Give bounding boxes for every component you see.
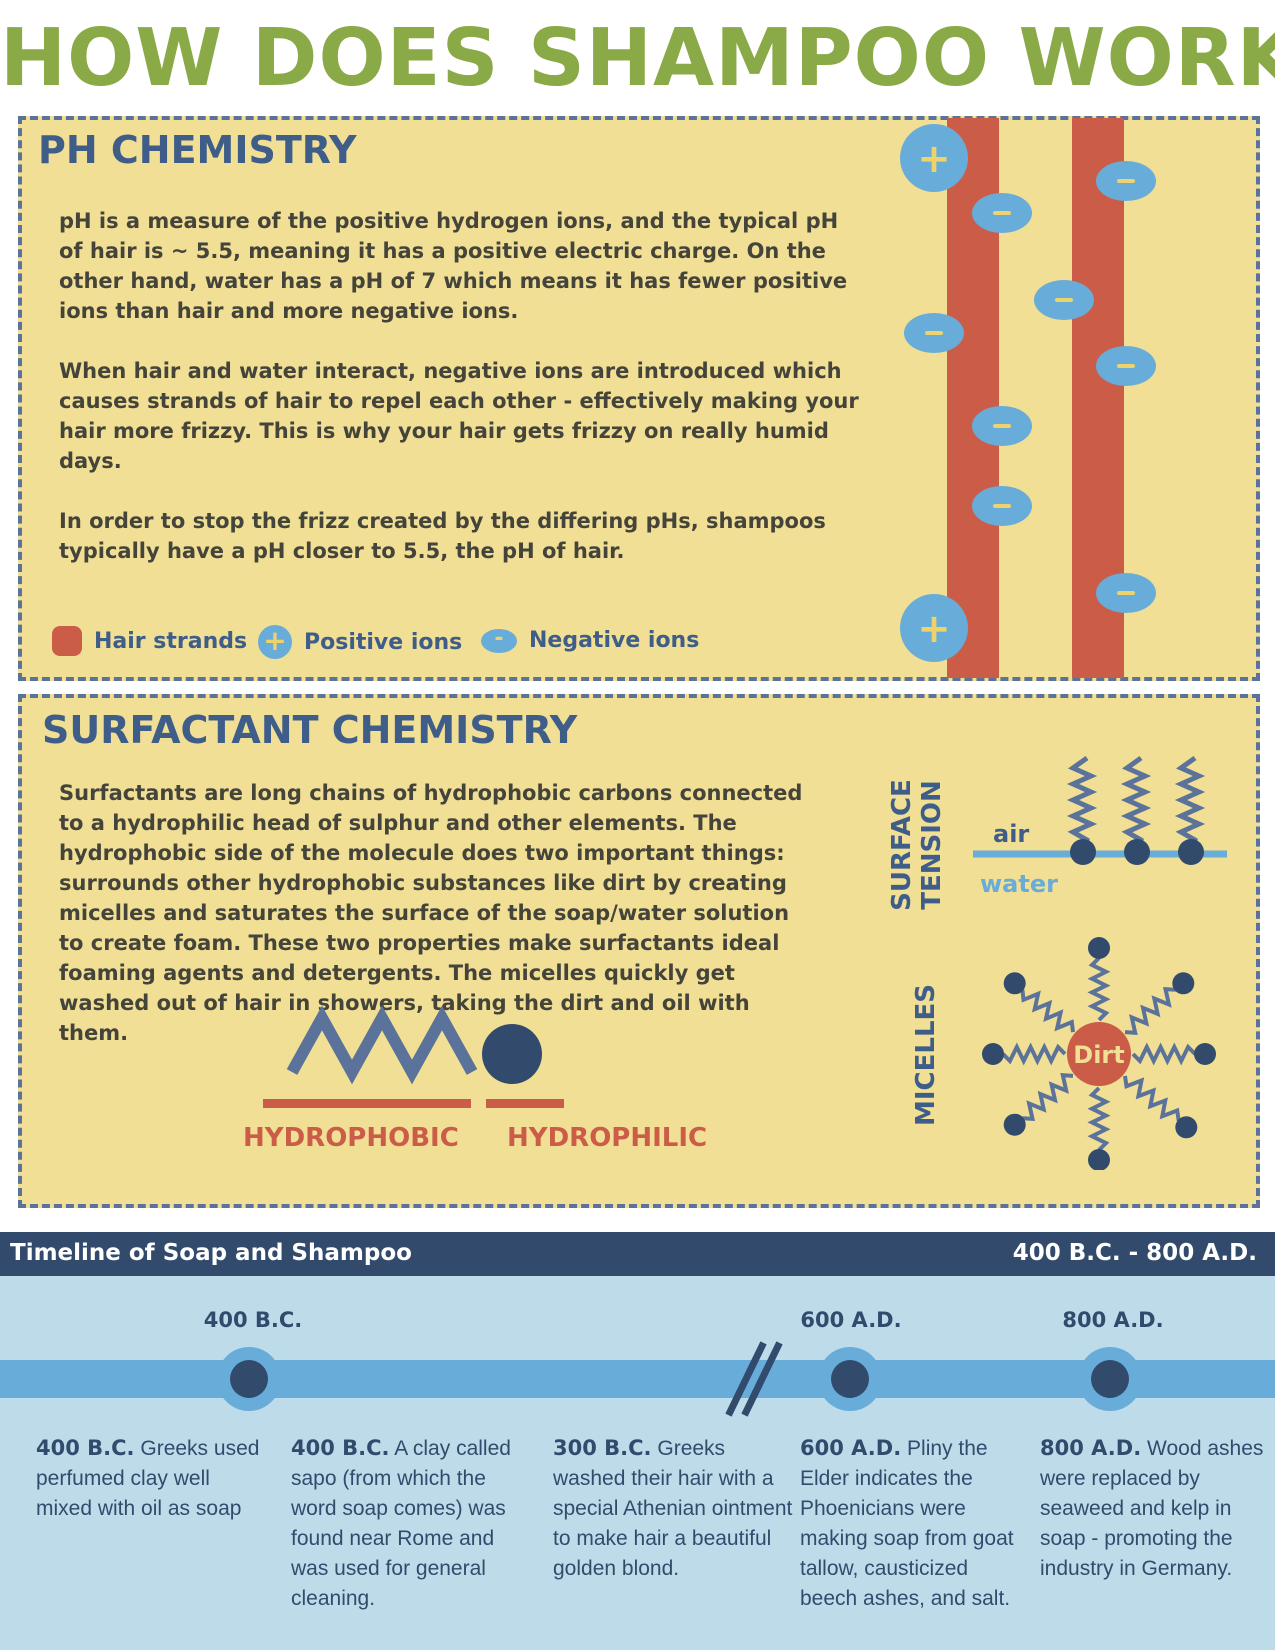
hydrophobic-underline: [263, 1099, 471, 1108]
legend-positive-ions: + Positive ions: [258, 625, 462, 659]
ph-ion-diagram: + +: [900, 118, 1156, 678]
timeline-event-1: 400 B.C. Greeks used perfumed clay well …: [36, 1436, 260, 1520]
timeline-event-3: 300 B.C. Greeks washed their hair with a…: [553, 1436, 793, 1580]
hair-strand-swatch: [52, 626, 82, 656]
micelle-diagram: Dirt: [982, 937, 1216, 1170]
dirt-particle: [1067, 1022, 1131, 1086]
surfactant-head: [1178, 839, 1204, 865]
timeline-marker: [217, 1347, 281, 1411]
ph-chemistry-heading: PH CHEMISTRY: [38, 128, 357, 172]
page-title: HOW DOES SHAMPOO WORK?: [0, 12, 1275, 104]
air-label: air: [993, 820, 1029, 848]
timeline-title: Timeline of Soap and Shampoo: [10, 1240, 412, 1266]
hydrophilic-underline: [486, 1099, 564, 1108]
timeline-marker: [818, 1347, 882, 1411]
water-label: water: [980, 870, 1058, 898]
legend-positive-label: Positive ions: [304, 629, 463, 655]
surfactant-head: [1070, 839, 1096, 865]
surfactant-heading: SURFACTANT CHEMISTRY: [42, 708, 578, 752]
surfactant-tail: [1174, 755, 1206, 849]
micelle-tail: [1131, 1042, 1197, 1066]
micelle-tail: [1020, 989, 1075, 1033]
micelle-head: [1088, 1149, 1110, 1170]
timeline-marker: [1078, 1347, 1142, 1411]
dirt-label: Dirt: [1073, 1041, 1124, 1069]
timeline-area: [0, 1276, 1275, 1650]
timeline-event-5: 800 A.D. Wood ashes were replaced by sea…: [1040, 1436, 1264, 1580]
micelle-tail: [1124, 986, 1176, 1035]
micelle-head: [1172, 972, 1195, 995]
negative-ion-icon: -: [481, 627, 517, 653]
surfactant-molecule-diagram: [263, 1005, 564, 1108]
ph-chemistry-text: pH is a measure of the positive hydrogen…: [59, 206, 859, 596]
tick-label-800ad: 800 A.D.: [1062, 1308, 1164, 1332]
legend-negative-label: Negative ions: [529, 628, 700, 653]
surfactant-text: Surfactants are long chains of hydrophob…: [59, 781, 803, 1045]
surfactant-tail: [1066, 755, 1098, 849]
timeline-header: Timeline of Soap and Shampoo 400 B.C. - …: [0, 1232, 1275, 1276]
micelles-label: MICELLES: [911, 984, 941, 1127]
positive-ion-bottom: +: [900, 594, 968, 662]
timeline-range: 400 B.C. - 800 A.D.: [1012, 1240, 1257, 1266]
legend-hair-strands: Hair strands: [52, 626, 247, 656]
micelle-tail: [1001, 1042, 1067, 1066]
micelle-head: [1194, 1043, 1216, 1065]
timeline-event-4: 600 A.D. Pliny the Elder indicates the P…: [800, 1436, 1014, 1610]
ph-paragraph-3: In order to stop the frizz created by th…: [59, 509, 826, 563]
ph-chemistry-panel: [18, 116, 1260, 681]
hydrophobic-chain: [286, 1005, 478, 1085]
positive-ion-icon: +: [258, 625, 292, 659]
ph-paragraph-1: pH is a measure of the positive hydrogen…: [59, 209, 848, 323]
micelle-head: [1003, 1113, 1026, 1136]
timeline-line: [0, 1360, 1275, 1398]
hydrophilic-label: HYDROPHILIC: [507, 1123, 708, 1153]
hydrophobic-label: HYDROPHOBIC: [243, 1123, 459, 1153]
micelle-tail: [1123, 1075, 1181, 1122]
legend-hair-label: Hair strands: [94, 628, 248, 654]
tick-label-600ad: 600 A.D.: [800, 1308, 902, 1332]
micelle-tail: [1087, 956, 1111, 1022]
micelle-head: [1088, 937, 1110, 959]
svg-text:+: +: [917, 136, 951, 182]
timeline-break-icon: [725, 1341, 783, 1417]
micelle-head: [1175, 1116, 1198, 1139]
hydrophilic-head: [482, 1024, 542, 1084]
timeline-axis: [0, 1341, 1275, 1417]
positive-ion-top: +: [900, 124, 968, 192]
surface-tension-label: SURFACE TENSION: [887, 779, 947, 911]
micelle-tail: [1022, 1073, 1074, 1122]
surfactant-head: [1124, 839, 1150, 865]
surfactant-tail: [1120, 755, 1152, 849]
ph-paragraph-2: When hair and water interact, negative i…: [59, 359, 859, 473]
tick-label-400bc: 400 B.C.: [203, 1308, 303, 1332]
surface-tension-diagram: air water: [973, 755, 1227, 898]
negative-ion-sign: [925, 179, 1135, 595]
micelle-tail: [1087, 1086, 1111, 1152]
micelle-head: [982, 1043, 1004, 1065]
legend-negative-ions: - Negative ions: [481, 627, 700, 653]
surfactant-chemistry-panel: [18, 694, 1260, 1208]
micelle-head: [1003, 972, 1026, 995]
timeline-event-2: 400 B.C. A clay called sapo (from which …: [291, 1436, 511, 1610]
svg-text:+: +: [917, 606, 951, 652]
